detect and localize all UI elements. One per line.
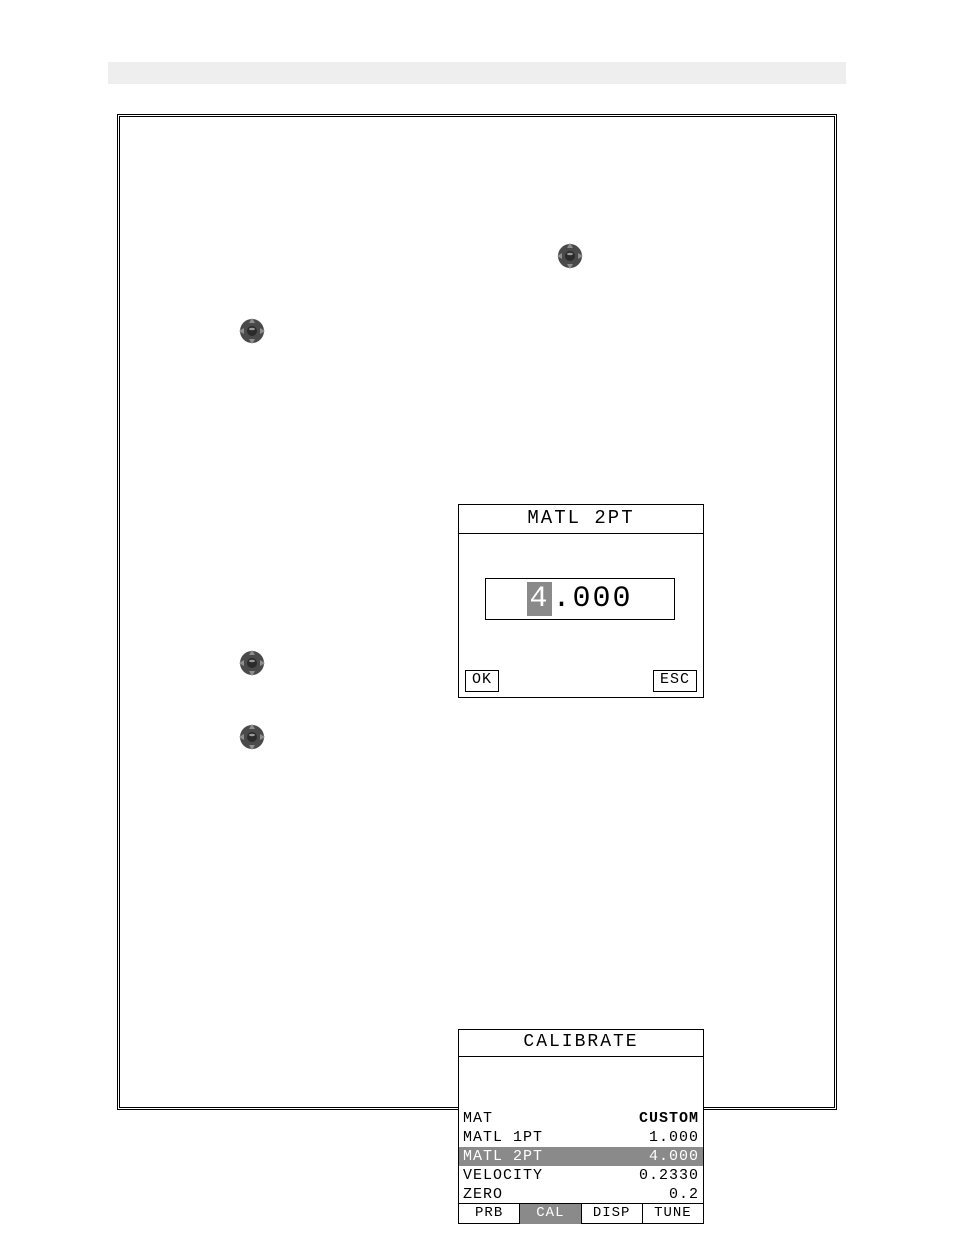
joypad-icon xyxy=(237,722,267,752)
dialog-title: MATL 2PT xyxy=(459,505,703,534)
row-value: 1.000 xyxy=(649,1128,699,1147)
joypad-icon xyxy=(237,648,267,678)
calibrate-row[interactable]: MATL 2PT 4.000 xyxy=(459,1147,703,1166)
row-value: 0.2330 xyxy=(639,1166,699,1185)
row-value: CUSTOM xyxy=(639,1109,699,1128)
ok-button[interactable]: OK xyxy=(465,670,499,692)
calibrate-row[interactable]: VELOCITY 0.2330 xyxy=(459,1166,703,1185)
row-label: MATL 2PT xyxy=(463,1147,543,1166)
calibrate-row[interactable]: MAT CUSTOM xyxy=(459,1109,703,1128)
row-label: ZERO xyxy=(463,1185,503,1204)
row-label: VELOCITY xyxy=(463,1166,543,1185)
row-value: 0.2 xyxy=(669,1185,699,1204)
manual-page-frame: MATL 2PT 4.000 OK ESC CALIBRATE MATCUSTO… xyxy=(117,114,837,1110)
calibrate-row[interactable]: MATL 1PT 1.000 xyxy=(459,1128,703,1147)
tab-prb[interactable]: PRB xyxy=(459,1204,520,1224)
tab-disp[interactable]: DISP xyxy=(582,1204,643,1224)
header-grey-bar xyxy=(108,62,846,84)
dialog-title: CALIBRATE xyxy=(459,1030,703,1057)
page: MATL 2PT 4.000 OK ESC CALIBRATE MAT CUSTO… xyxy=(0,0,954,1235)
matl-2pt-dialog: MATL 2PT 4.000 OK ESC xyxy=(458,504,704,698)
tab-cal[interactable]: CAL xyxy=(520,1204,581,1224)
row-label: MATL 1PT xyxy=(463,1128,543,1147)
calibrate-dialog: CALIBRATE MATCUSTOMMATL 1PT1.000MATL 2PT… xyxy=(458,1029,704,1224)
tab-tune[interactable]: TUNE xyxy=(643,1204,703,1224)
cursor-digit: 4 xyxy=(527,582,551,616)
joypad-icon xyxy=(555,241,585,271)
rest-digits: .000 xyxy=(553,582,633,616)
row-value: 4.000 xyxy=(649,1147,699,1166)
calibrate-tabs: PRBCALDISPTUNE xyxy=(459,1203,703,1224)
dialog-body: MATCUSTOMMATL 1PT1.000MATL 2PT4.000VELOC… xyxy=(459,1057,703,1224)
calibrate-rows: MATCUSTOMMATL 1PT1.000MATL 2PT4.000VELOC… xyxy=(459,1109,703,1204)
value-input[interactable]: 4.000 xyxy=(485,578,675,620)
calibrate-row[interactable]: ZERO 0.2 xyxy=(459,1185,703,1204)
dialog-body: 4.000 OK ESC xyxy=(459,534,703,698)
joypad-icon xyxy=(237,316,267,346)
row-label: MAT xyxy=(463,1109,493,1128)
esc-button[interactable]: ESC xyxy=(653,670,697,692)
